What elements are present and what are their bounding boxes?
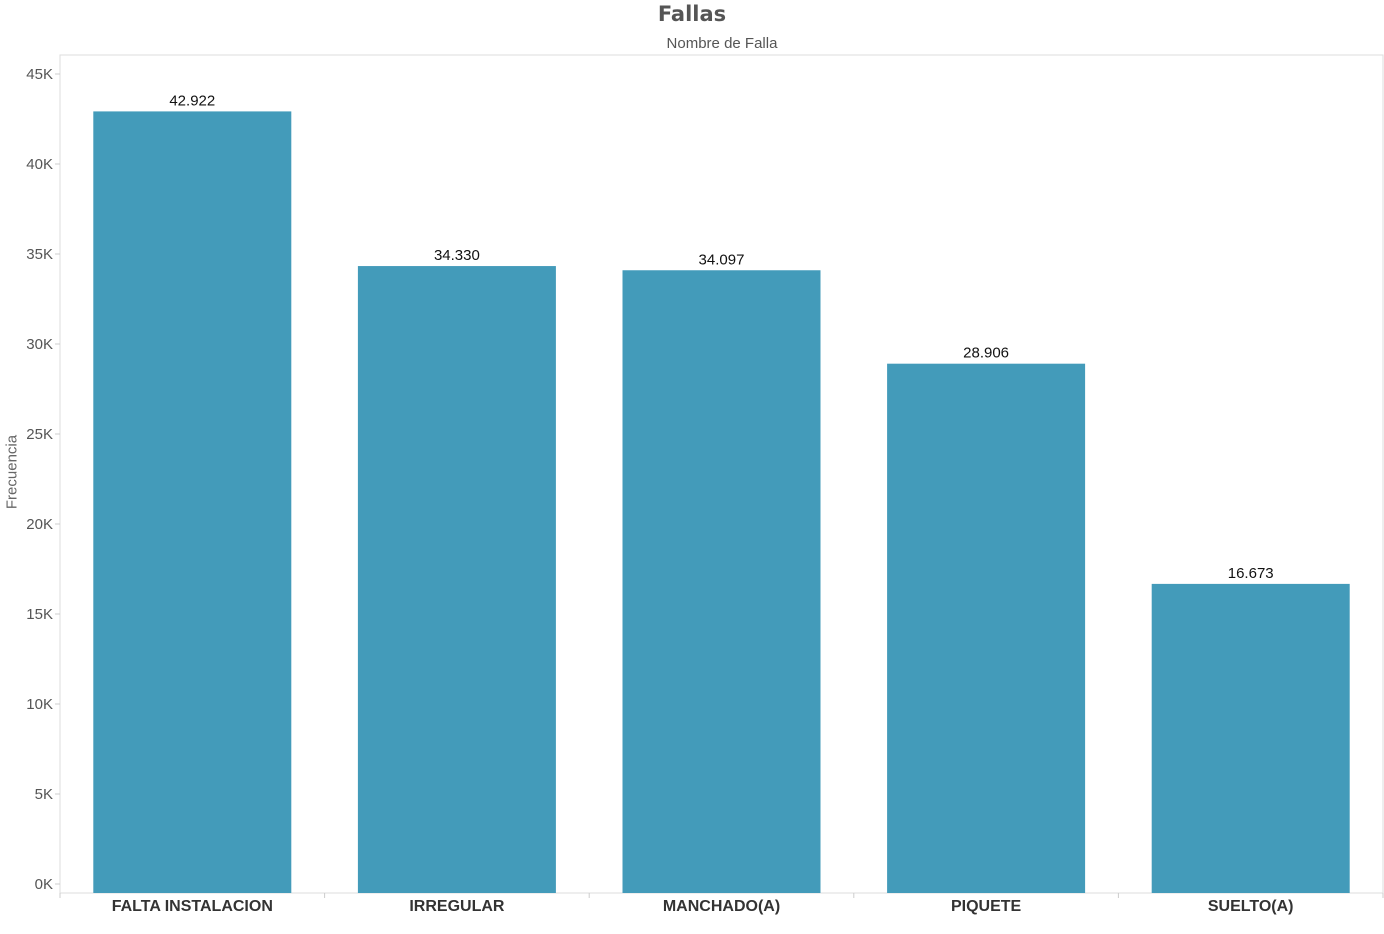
bar[interactable] xyxy=(622,270,821,893)
y-tick-label: 5K xyxy=(35,786,53,803)
bar[interactable] xyxy=(93,111,292,894)
x-tick-label: PIQUETE xyxy=(951,898,1022,915)
x-tick-label: SUELTO(A) xyxy=(1208,898,1294,915)
data-label: 28.906 xyxy=(963,345,1009,362)
y-tick-label: 15K xyxy=(26,606,53,623)
bar[interactable] xyxy=(357,266,556,893)
data-label: 34.330 xyxy=(434,247,480,264)
data-label: 42.922 xyxy=(169,92,215,109)
y-tick-label: 25K xyxy=(26,426,53,443)
chart-title: Fallas xyxy=(657,2,727,26)
value-labels: 42.922 34.330 34.097 28.906 16.673 xyxy=(169,92,1273,581)
y-tick-label: 40K xyxy=(26,156,53,173)
y-tick-label: 35K xyxy=(26,246,53,263)
data-label: 34.097 xyxy=(699,251,745,268)
y-tick-label: 30K xyxy=(26,336,53,353)
y-tick-label: 0K xyxy=(35,876,53,893)
bar[interactable] xyxy=(887,363,1086,893)
y-axis: 0K 5K 10K 15K 20K 25K 30K 35K 40K 45K xyxy=(26,66,60,893)
y-tick-label: 45K xyxy=(26,66,53,83)
bar[interactable] xyxy=(1151,583,1350,893)
bars xyxy=(93,111,1350,894)
x-tick-label: FALTA INSTALACION xyxy=(112,898,273,915)
x-axis-header: Nombre de Falla xyxy=(666,35,778,52)
y-tick-label: 10K xyxy=(26,696,53,713)
x-tick-label: MANCHADO(A) xyxy=(663,898,780,915)
x-tick-label: IRREGULAR xyxy=(409,898,505,915)
data-label: 16.673 xyxy=(1228,565,1274,582)
x-axis: FALTA INSTALACION IRREGULAR MANCHADO(A) PIQ… xyxy=(59,893,1384,915)
y-tick-label: 20K xyxy=(26,516,53,533)
